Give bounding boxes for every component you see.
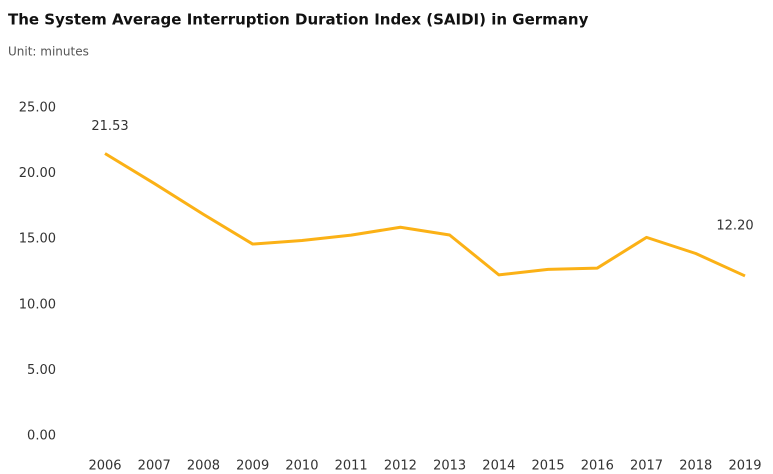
x-tick-label: 2011 xyxy=(335,459,368,474)
x-tick-label: 2008 xyxy=(187,459,220,474)
chart-subtitle: Unit: minutes xyxy=(8,45,89,59)
x-tick-label: 2009 xyxy=(236,459,269,474)
y-tick-label: 5.00 xyxy=(27,363,56,378)
chart-title: The System Average Interruption Duration… xyxy=(8,11,589,29)
x-tick-label: 2019 xyxy=(728,459,761,474)
y-tick-label: 25.00 xyxy=(19,101,56,116)
x-tick-label: 2006 xyxy=(88,459,121,474)
y-tick-label: 20.00 xyxy=(19,166,56,181)
x-tick-label: 2010 xyxy=(285,459,318,474)
data-line xyxy=(104,152,746,278)
x-tick-label: 2015 xyxy=(532,459,565,474)
y-tick-label: 15.00 xyxy=(19,232,56,247)
x-tick-label: 2017 xyxy=(630,459,663,474)
data-label: 21.53 xyxy=(91,119,128,134)
x-tick-label: 2018 xyxy=(679,459,712,474)
x-tick-label: 2007 xyxy=(138,459,171,474)
y-tick-label: 10.00 xyxy=(19,297,56,312)
data-label: 12.20 xyxy=(716,218,753,233)
x-tick-label: 2014 xyxy=(482,459,515,474)
x-tick-label: 2012 xyxy=(384,459,417,474)
x-tick-label: 2016 xyxy=(581,459,614,474)
x-tick-label: 2013 xyxy=(433,459,466,474)
y-tick-label: 0.00 xyxy=(27,429,56,444)
